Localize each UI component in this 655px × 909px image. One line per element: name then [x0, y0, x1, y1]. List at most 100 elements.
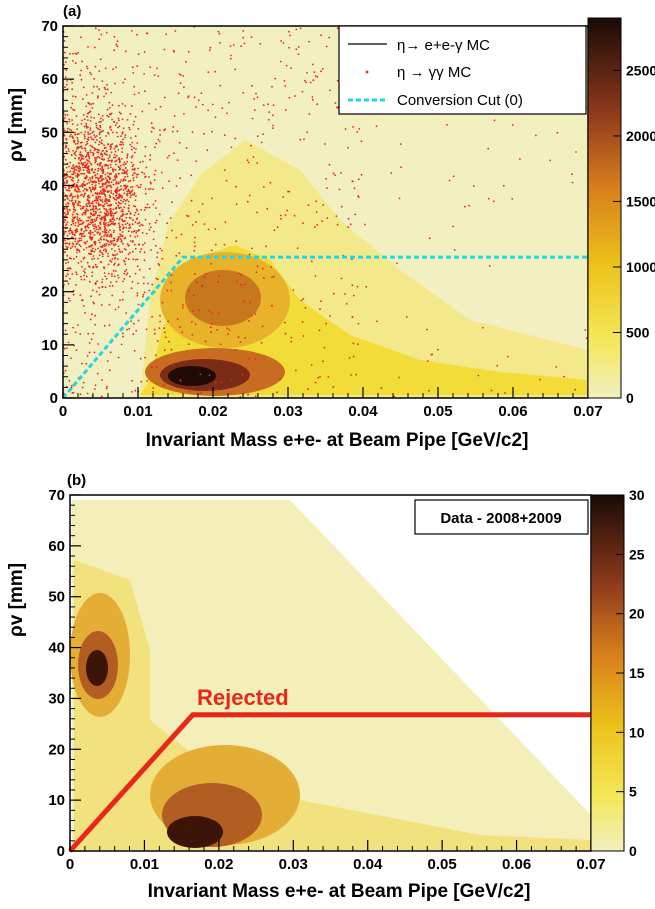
scatter-point [124, 136, 126, 139]
scatter-point [71, 273, 74, 275]
scatter-point [94, 159, 97, 162]
scatter-point [108, 194, 111, 197]
scatter-point [334, 174, 336, 177]
scatter-point [79, 393, 82, 396]
scatter-point [70, 106, 73, 109]
scatter-point [71, 233, 74, 236]
scatter-point [123, 206, 126, 209]
scatter-point [124, 263, 127, 266]
scatter-point [106, 154, 109, 156]
scatter-point [102, 170, 104, 173]
scatter-point [122, 143, 125, 146]
scatter-point [117, 276, 120, 279]
scatter-point [358, 127, 361, 130]
scatter-point [149, 66, 152, 68]
scatter-point [90, 250, 93, 253]
y-tick-label: 60 [48, 538, 65, 555]
scatter-point [130, 190, 133, 193]
scatter-point [453, 249, 456, 251]
scatter-point [86, 112, 89, 115]
scatter-point [98, 143, 100, 146]
scatter-point [83, 188, 86, 190]
x-tick-label: 0.07 [573, 403, 602, 420]
scatter-point [64, 129, 66, 132]
scatter-point [103, 86, 106, 89]
scatter-point [214, 228, 217, 230]
scatter-point [113, 147, 116, 150]
y-tick-label: 30 [41, 231, 58, 248]
scatter-point [344, 128, 347, 130]
scatter-point [320, 300, 322, 302]
scatter-point [161, 249, 163, 252]
scatter-point [316, 75, 319, 78]
scatter-point [64, 117, 66, 119]
scatter-point [71, 88, 74, 91]
scatter-point [150, 249, 153, 251]
scatter-point [93, 171, 96, 174]
colorbar-tick-label: 2500 [626, 62, 655, 78]
scatter-point [256, 265, 259, 268]
scatter-point [143, 259, 146, 262]
scatter-point [203, 223, 206, 226]
scatter-point [122, 227, 124, 230]
scatter-point [125, 227, 128, 229]
scatter-point [131, 174, 134, 177]
scatter-point [585, 337, 588, 339]
scatter-point [132, 322, 135, 325]
scatter-point [82, 114, 85, 116]
scatter-point [332, 292, 335, 295]
scatter-point [83, 230, 86, 233]
scatter-point [195, 221, 198, 224]
scatter-point [201, 285, 204, 288]
scatter-point [229, 57, 232, 60]
scatter-point [140, 209, 143, 211]
scatter-point [101, 199, 104, 201]
scatter-point [82, 98, 84, 100]
y-tick-label: 50 [48, 589, 65, 606]
scatter-point [63, 40, 66, 42]
scatter-point [68, 199, 71, 202]
scatter-point [99, 186, 102, 189]
scatter-point [113, 263, 115, 266]
scatter-point [306, 131, 309, 134]
scatter-point [63, 231, 66, 233]
scatter-point [126, 194, 129, 197]
scatter-point [89, 223, 91, 226]
scatter-point [66, 209, 69, 211]
scatter-point [114, 178, 116, 181]
scatter-point [115, 159, 118, 162]
scatter-point [101, 244, 104, 247]
scatter-point [126, 154, 129, 157]
scatter-point [88, 232, 91, 234]
scatter-point [91, 313, 93, 316]
scatter-point [66, 246, 69, 249]
scatter-point [89, 237, 92, 240]
scatter-point [71, 167, 74, 170]
scatter-point [86, 261, 89, 264]
scatter-point [133, 120, 136, 123]
scatter-point [136, 294, 139, 297]
scatter-point [94, 207, 97, 210]
scatter-point [98, 29, 100, 31]
scatter-point [353, 187, 356, 190]
scatter-point [87, 216, 90, 219]
scatter-point [120, 215, 122, 218]
scatter-point [64, 186, 67, 189]
scatter-point [89, 189, 92, 192]
scatter-point [191, 310, 194, 312]
scatter-point [145, 166, 148, 169]
scatter-point [137, 303, 140, 306]
scatter-point [95, 126, 98, 129]
scatter-point [139, 161, 142, 164]
scatter-point [171, 130, 174, 133]
scatter-point [94, 181, 97, 184]
scatter-point [114, 194, 117, 197]
scatter-point [208, 49, 211, 52]
heatmap-blob-lower-core [167, 816, 223, 848]
scatter-point [156, 67, 158, 70]
scatter-point [166, 156, 169, 159]
scatter-point [325, 45, 328, 48]
scatter-point [124, 175, 127, 178]
scatter-point [226, 327, 229, 330]
scatter-point [88, 196, 91, 199]
